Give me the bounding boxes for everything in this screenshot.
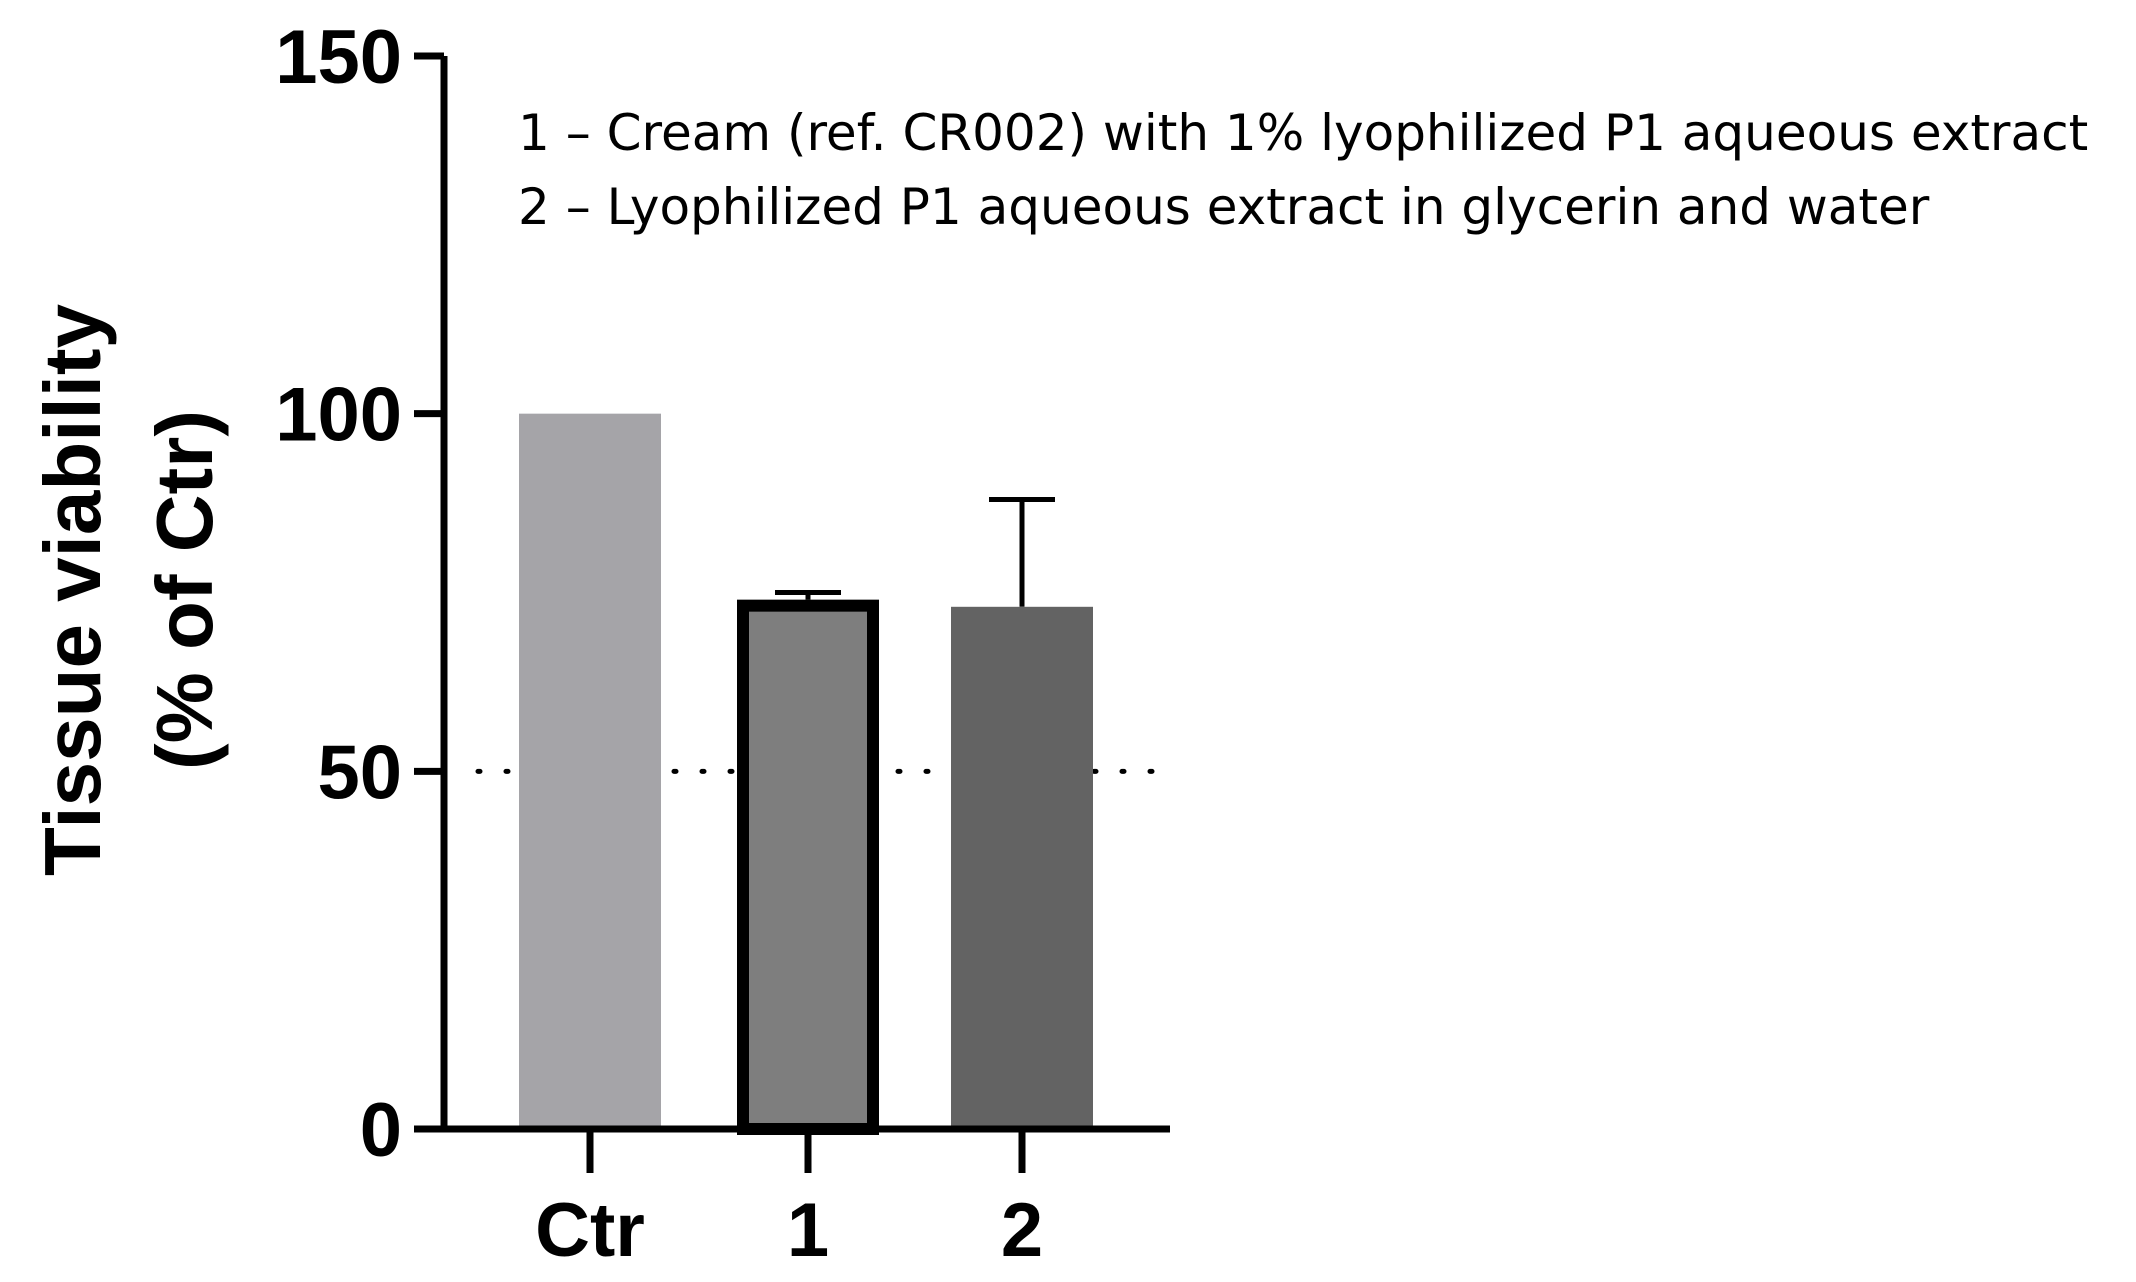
- y-axis-title-line2: (% of Ctr): [140, 410, 229, 770]
- x-tick-label: 1: [787, 1188, 829, 1273]
- y-tick-label: 150: [275, 15, 402, 100]
- legend-line-1: 1 – Cream (ref. CR002) with 1% lyophiliz…: [518, 104, 2088, 162]
- y-tick-label: 50: [317, 730, 402, 815]
- x-tick-label: Ctr: [535, 1188, 645, 1273]
- bar: [519, 413, 661, 1130]
- legend-line-2: 2 – Lyophilized P1 aqueous extract in gl…: [518, 178, 1930, 236]
- x-tick-label: 2: [1001, 1188, 1043, 1273]
- bar: [951, 606, 1093, 1129]
- bar: [737, 599, 879, 1135]
- y-tick-label: 100: [275, 373, 402, 458]
- y-tick-label: 0: [360, 1088, 402, 1173]
- y-axis-title-line1: Tissue viability: [28, 303, 117, 876]
